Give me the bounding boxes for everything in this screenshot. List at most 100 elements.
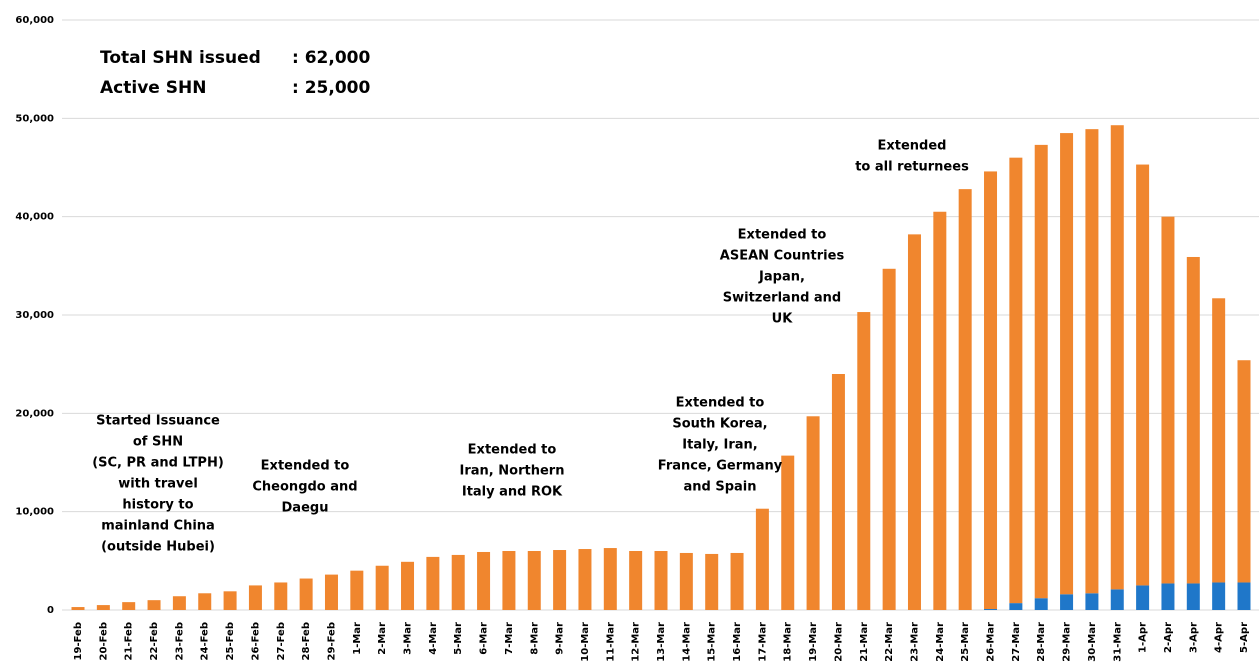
x-tick-label: 21-Mar bbox=[859, 622, 870, 662]
bar-segment bbox=[1060, 594, 1074, 610]
bar-segment bbox=[1009, 157, 1023, 604]
bar-segment bbox=[1237, 582, 1251, 610]
x-tick-label: 25-Mar bbox=[960, 622, 971, 662]
bar-segment bbox=[705, 553, 719, 610]
annotation: Extended to bbox=[261, 459, 350, 474]
bar-segment bbox=[502, 551, 516, 610]
bar-segment bbox=[198, 593, 212, 610]
x-tick-label: 24-Feb bbox=[200, 622, 211, 660]
annotation: history to bbox=[122, 498, 193, 513]
x-tick-label: 31-Mar bbox=[1112, 622, 1123, 662]
bar-segment bbox=[984, 171, 998, 610]
bar-segment bbox=[1110, 589, 1124, 610]
x-tick-label: 21-Feb bbox=[124, 622, 135, 660]
annotation: South Korea, bbox=[672, 417, 767, 432]
x-tick-label: 22-Feb bbox=[149, 622, 160, 660]
x-tick-label: 2-Mar bbox=[377, 622, 388, 655]
annotation: Italy and ROK bbox=[462, 485, 563, 500]
bar-segment bbox=[730, 552, 744, 610]
y-tick-label: 20,000 bbox=[15, 408, 54, 419]
x-tick-label: 17-Mar bbox=[757, 622, 768, 662]
bar-segment bbox=[679, 552, 693, 610]
bar-segment bbox=[477, 551, 491, 610]
annotation: UK bbox=[772, 312, 794, 327]
bar-segment bbox=[1186, 256, 1200, 584]
y-tick-label: 0 bbox=[47, 605, 54, 616]
x-tick-label: 7-Mar bbox=[504, 622, 515, 655]
bar-segment bbox=[755, 508, 769, 610]
x-tick-label: 19-Feb bbox=[73, 622, 84, 660]
bar-segment bbox=[223, 591, 237, 610]
x-tick-label: 11-Mar bbox=[605, 622, 616, 662]
x-tick-label: 4-Mar bbox=[428, 622, 439, 655]
x-tick-label: 23-Feb bbox=[174, 622, 185, 660]
bar-segment bbox=[172, 596, 186, 610]
x-tick-label: 16-Mar bbox=[732, 622, 743, 662]
y-tick-label: 10,000 bbox=[15, 507, 54, 518]
x-tick-label: 15-Mar bbox=[707, 622, 718, 662]
bar-segment bbox=[1136, 585, 1150, 610]
x-tick-label: 26-Mar bbox=[986, 622, 997, 662]
annotation: of SHN bbox=[133, 435, 183, 450]
bar-segment bbox=[527, 551, 541, 610]
bar-segment bbox=[1161, 216, 1175, 584]
annotation: Cheongdo and bbox=[252, 480, 357, 495]
bar-segment bbox=[1212, 298, 1226, 583]
annotation: Extended to bbox=[676, 396, 765, 411]
x-tick-label: 3-Apr bbox=[1188, 622, 1199, 653]
bar-segment bbox=[451, 554, 465, 610]
x-tick-label: 4-Apr bbox=[1214, 622, 1225, 653]
x-tick-label: 23-Mar bbox=[909, 622, 920, 662]
annotation: with travel bbox=[118, 477, 198, 492]
bar-segment bbox=[248, 585, 262, 610]
bar-segment bbox=[375, 565, 389, 610]
x-tick-label: 6-Mar bbox=[479, 622, 490, 655]
bar-segment bbox=[629, 551, 643, 610]
x-tick-label: 27-Mar bbox=[1011, 622, 1022, 662]
x-tick-label: 18-Mar bbox=[783, 622, 794, 662]
annotation: Switzerland and bbox=[723, 291, 842, 306]
bar-segment bbox=[1060, 133, 1074, 595]
bar-segment bbox=[984, 609, 998, 610]
bar-segment bbox=[882, 268, 896, 610]
bar-segment bbox=[1034, 598, 1048, 610]
annotation: Extended bbox=[878, 139, 947, 154]
bar-segment bbox=[933, 211, 947, 610]
summary-label: Total SHN issued bbox=[100, 48, 261, 68]
x-tick-label: 9-Mar bbox=[555, 622, 566, 655]
x-tick-label: 25-Feb bbox=[225, 622, 236, 660]
x-tick-label: 13-Mar bbox=[656, 622, 667, 662]
x-tick-label: 8-Mar bbox=[529, 622, 540, 655]
bar-segment bbox=[857, 312, 871, 610]
bar-segment bbox=[907, 234, 921, 610]
x-tick-label: 10-Mar bbox=[580, 622, 591, 662]
annotation: (outside Hubei) bbox=[101, 540, 215, 555]
x-tick-label: 24-Mar bbox=[935, 622, 946, 662]
bar-segment bbox=[401, 561, 415, 610]
x-tick-label: 1-Apr bbox=[1138, 622, 1149, 653]
annotation: (SC, PR and LTPH) bbox=[92, 456, 224, 471]
bar-segment bbox=[122, 602, 136, 610]
bar-segment bbox=[71, 607, 85, 610]
y-tick-label: 30,000 bbox=[15, 310, 54, 321]
bar-segment bbox=[831, 374, 845, 610]
bar-segment bbox=[1237, 360, 1251, 583]
annotation: France, Germany bbox=[658, 459, 783, 474]
bar-segment bbox=[426, 556, 440, 610]
x-tick-label: 28-Mar bbox=[1036, 622, 1047, 662]
bar-segment bbox=[324, 574, 338, 610]
summary-label: Active SHN bbox=[100, 78, 206, 98]
annotation: Italy, Iran, bbox=[682, 438, 757, 453]
x-tick-label: 22-Mar bbox=[884, 622, 895, 662]
x-tick-label: 1-Mar bbox=[352, 622, 363, 655]
x-tick-label: 30-Mar bbox=[1087, 622, 1098, 662]
x-tick-label: 27-Feb bbox=[276, 622, 287, 660]
x-tick-label: 12-Mar bbox=[631, 622, 642, 662]
annotation: Iran, Northern bbox=[460, 464, 565, 479]
x-tick-label: 5-Mar bbox=[453, 622, 464, 655]
bar-segment bbox=[1009, 603, 1023, 610]
x-tick-label: 5-Apr bbox=[1239, 622, 1250, 653]
y-tick-label: 50,000 bbox=[15, 113, 54, 124]
